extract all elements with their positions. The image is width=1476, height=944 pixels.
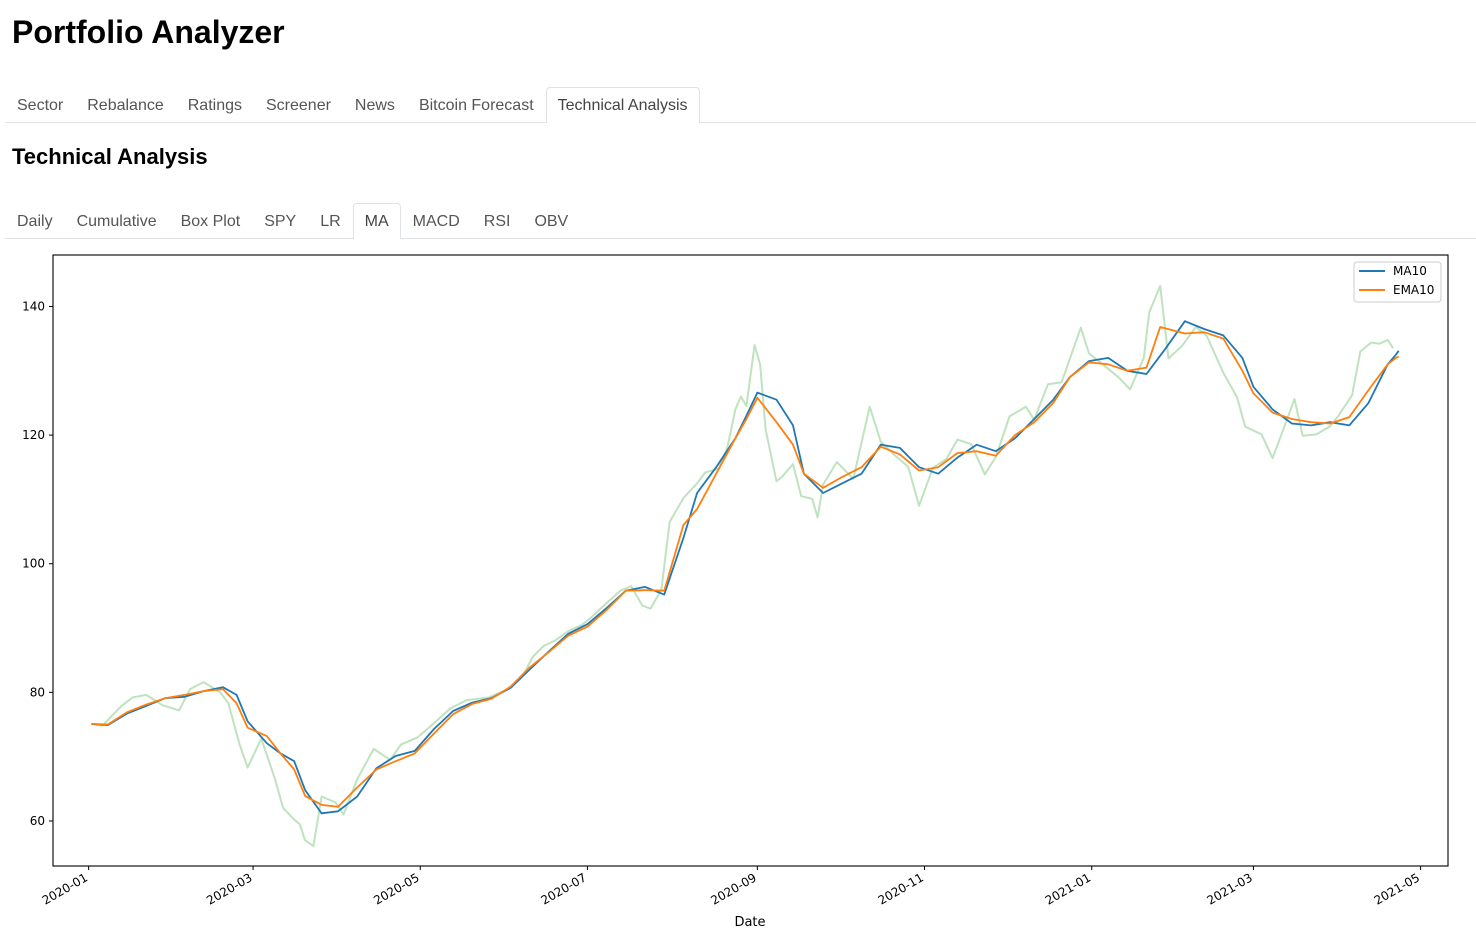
tab-news[interactable]: News (354, 97, 395, 114)
subtab-rsi[interactable]: RSI (483, 213, 511, 230)
subtab-obv[interactable]: OBV (534, 213, 569, 230)
y-tick-label: 60 (30, 814, 45, 828)
subtab-lr[interactable]: LR (320, 213, 341, 230)
tab-sector[interactable]: Sector (17, 97, 64, 114)
y-tick-label: 100 (22, 557, 45, 571)
legend-label-ema10: EMA10 (1393, 283, 1434, 297)
x-axis-label: Date (734, 915, 765, 930)
x-tick-label: 2021-01 (1043, 870, 1093, 907)
x-tick-label: 2020-05 (371, 870, 421, 907)
sub-tab-bar: Daily Cumulative Box Plot SPY LR MA MACD… (5, 202, 1476, 239)
series-line-ema10 (91, 326, 1400, 808)
subtab-ma[interactable]: MA (352, 203, 401, 239)
x-tick-label: 2021-03 (1204, 870, 1254, 907)
x-tick-label: 2020-07 (539, 870, 589, 907)
subtab-box-plot[interactable]: Box Plot (180, 213, 241, 230)
x-tick-label: 2020-11 (876, 870, 926, 907)
main-tab-bar: Sector Rebalance Ratings Screener News B… (5, 86, 1476, 123)
series-line-price (91, 284, 1395, 848)
tab-bitcoin-forecast[interactable]: Bitcoin Forecast (418, 97, 534, 114)
subtab-macd[interactable]: MACD (412, 213, 460, 230)
subtab-daily[interactable]: Daily (17, 213, 53, 230)
subtab-spy[interactable]: SPY (264, 213, 297, 230)
tab-ratings[interactable]: Ratings (187, 97, 242, 114)
legend-label-ma10: MA10 (1393, 264, 1427, 278)
subtab-cumulative[interactable]: Cumulative (76, 213, 157, 230)
x-tick-label: 2021-05 (1372, 870, 1422, 907)
x-tick-label: 2020-09 (708, 870, 758, 907)
series-layer (91, 284, 1400, 848)
plot-area (52, 254, 1449, 867)
series-line-ma10 (91, 320, 1400, 815)
tab-screener[interactable]: Screener (266, 97, 331, 114)
y-tick-label: 120 (22, 428, 45, 442)
app-title: Portfolio Analyzer (12, 14, 285, 50)
y-tick-label: 80 (30, 685, 45, 699)
x-tick-label: 2020-01 (40, 870, 90, 907)
tab-technical-analysis[interactable]: Technical Analysis (545, 87, 700, 123)
moving-average-chart: 60 80 100 120 140 2020-01 2020-03 2020-05 2020-0… (22, 254, 1449, 930)
y-tick-label: 140 (22, 299, 45, 313)
tab-rebalance[interactable]: Rebalance (87, 97, 164, 114)
legend: MA10 EMA10 (1353, 261, 1442, 303)
section-heading: Technical Analysis (12, 144, 208, 169)
x-tick-label: 2020-03 (204, 870, 254, 907)
